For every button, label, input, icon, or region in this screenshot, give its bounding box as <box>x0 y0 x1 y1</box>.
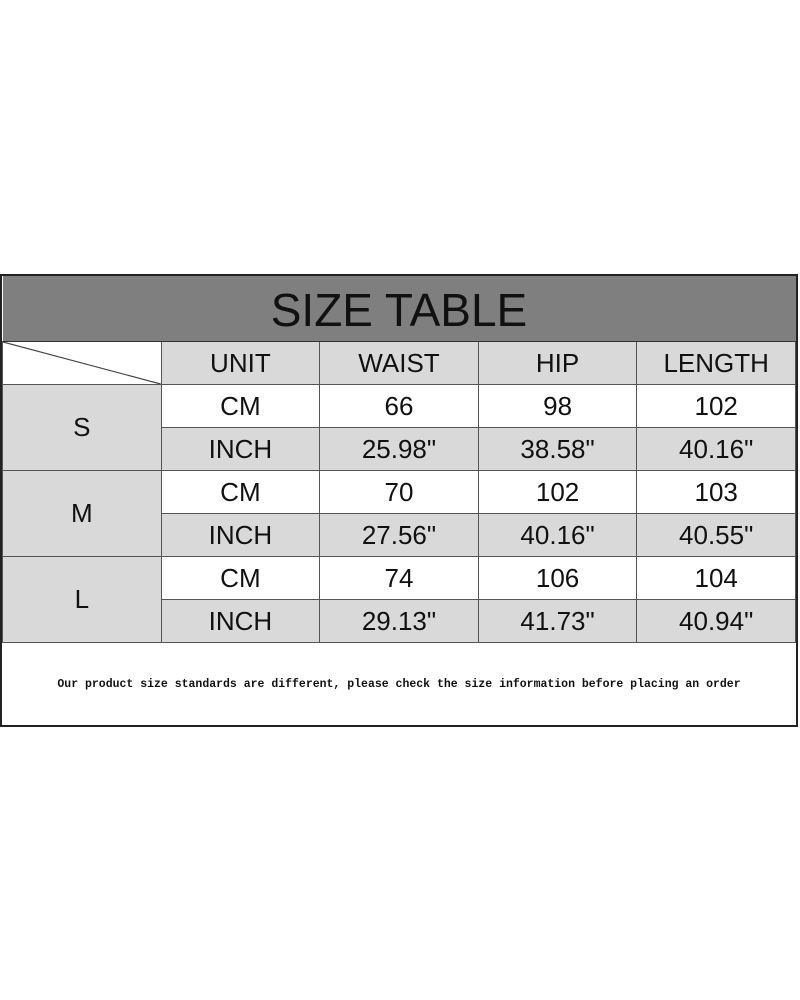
unit-cell: INCH <box>160 513 321 557</box>
value-cell: 98 <box>477 384 638 428</box>
column-header: WAIST <box>319 341 479 385</box>
unit-cell: CM <box>160 556 321 600</box>
value-cell: 38.58" <box>477 427 638 471</box>
size-note: Our product size standards are different… <box>2 642 796 725</box>
table-row: M CM 70 102 103 <box>2 470 796 557</box>
value-cell: 102 <box>477 470 638 514</box>
table-row: INCH 25.98" 38.58" 40.16" <box>3 427 796 471</box>
value-cell: 70 <box>319 470 479 514</box>
value-cell: 102 <box>636 384 796 428</box>
unit-cell: INCH <box>160 599 321 643</box>
size-label: M <box>2 470 162 557</box>
value-cell: 103 <box>636 470 796 514</box>
value-cell: 106 <box>477 556 638 600</box>
table-title: SIZE TABLE <box>2 276 796 342</box>
table-row: INCH 27.56" 40.16" 40.55" <box>3 513 796 557</box>
size-label: S <box>2 384 162 471</box>
unit-cell: INCH <box>160 427 321 471</box>
value-cell: 29.13" <box>319 599 479 643</box>
table-row: L CM 74 106 104 <box>2 556 796 643</box>
table-row: INCH 29.13" 41.73" 40.94" <box>3 599 796 643</box>
unit-cell: CM <box>160 384 321 428</box>
value-cell: 40.16" <box>477 513 638 557</box>
value-cell: 40.55" <box>636 513 796 557</box>
value-cell: 25.98" <box>319 427 479 471</box>
column-header: UNIT <box>160 341 321 385</box>
unit-cell: CM <box>160 470 321 514</box>
value-cell: 104 <box>636 556 796 600</box>
value-cell: 66 <box>319 384 479 428</box>
column-header: LENGTH <box>636 341 796 385</box>
value-cell: 40.94" <box>636 599 796 643</box>
diagonal-corner-cell <box>2 341 162 385</box>
value-cell: 27.56" <box>319 513 479 557</box>
size-table: SIZE TABLE UNIT WAIST HIP LENGTH S CM 66 98 102… <box>0 274 798 727</box>
value-cell: 40.16" <box>636 427 796 471</box>
size-label: L <box>2 556 162 643</box>
table-row: S CM 66 98 102 <box>2 384 796 471</box>
column-header: HIP <box>477 341 638 385</box>
value-cell: 41.73" <box>477 599 638 643</box>
value-cell: 74 <box>319 556 479 600</box>
